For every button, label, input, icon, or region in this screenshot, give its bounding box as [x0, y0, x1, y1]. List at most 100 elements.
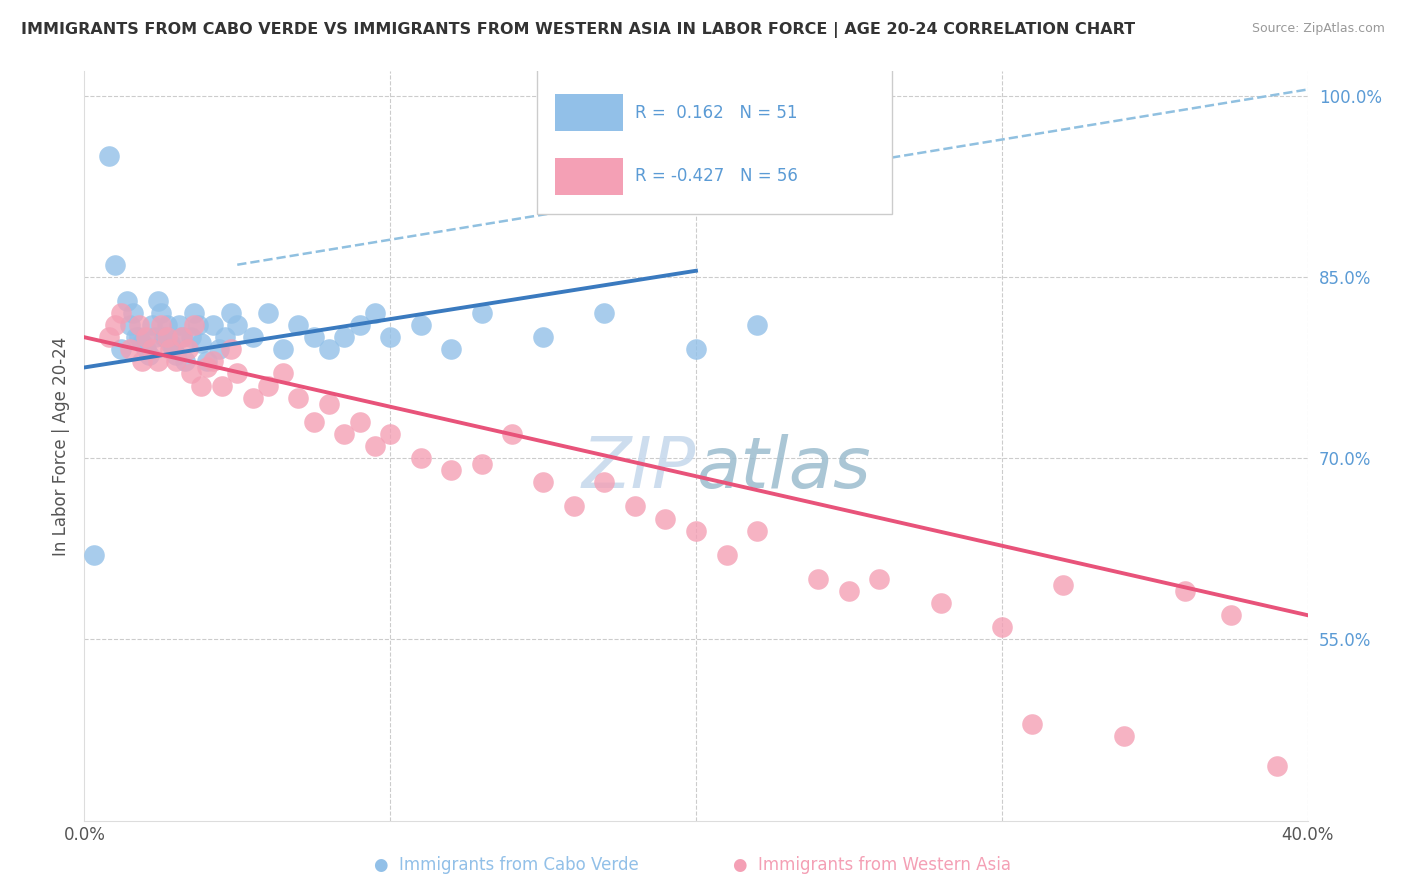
- Point: [409, 318, 432, 333]
- Text: atlas: atlas: [696, 434, 870, 503]
- Point: [869, 572, 891, 586]
- Point: [471, 306, 494, 320]
- Point: [440, 343, 463, 357]
- Point: [257, 306, 280, 320]
- Point: [257, 378, 280, 392]
- Point: [624, 500, 647, 514]
- Point: [685, 343, 707, 357]
- Point: [991, 620, 1014, 634]
- Point: [287, 391, 309, 405]
- Point: [1174, 584, 1197, 599]
- Point: [1052, 578, 1074, 592]
- Point: [135, 343, 157, 357]
- Point: [156, 318, 179, 333]
- Point: [201, 354, 224, 368]
- Point: [271, 367, 294, 381]
- Point: [83, 548, 105, 562]
- Point: [929, 596, 952, 610]
- Point: [165, 348, 187, 362]
- Point: [183, 318, 205, 333]
- Point: [120, 318, 142, 333]
- Point: [219, 306, 242, 320]
- Point: [138, 348, 160, 362]
- Point: [409, 451, 432, 466]
- Point: [380, 426, 402, 441]
- Point: [287, 318, 309, 333]
- Point: [211, 378, 233, 392]
- Point: [190, 336, 212, 351]
- Text: R =  0.162   N = 51: R = 0.162 N = 51: [636, 103, 797, 121]
- Point: [593, 475, 616, 490]
- Point: [174, 354, 197, 368]
- Text: ●  Immigrants from Cabo Verde: ● Immigrants from Cabo Verde: [374, 855, 638, 873]
- FancyBboxPatch shape: [555, 158, 623, 195]
- Point: [562, 500, 585, 514]
- Point: [716, 548, 738, 562]
- Point: [135, 330, 157, 344]
- Point: [440, 463, 463, 477]
- FancyBboxPatch shape: [555, 94, 623, 131]
- Point: [172, 330, 194, 344]
- Point: [177, 343, 200, 357]
- Point: [110, 306, 132, 320]
- Point: [97, 330, 120, 344]
- Point: [190, 378, 212, 392]
- Point: [128, 330, 150, 344]
- Point: [747, 524, 769, 538]
- Point: [349, 415, 371, 429]
- Point: [1265, 759, 1288, 773]
- Point: [122, 306, 145, 320]
- Point: [97, 149, 120, 163]
- Point: [364, 439, 387, 453]
- Point: [156, 330, 179, 344]
- Point: [242, 391, 264, 405]
- Point: [180, 330, 202, 344]
- Point: [531, 475, 554, 490]
- Point: [1021, 717, 1043, 731]
- Point: [747, 318, 769, 333]
- Point: [131, 336, 153, 351]
- Point: [807, 572, 830, 586]
- Point: [180, 367, 202, 381]
- Point: [141, 318, 163, 333]
- Point: [333, 426, 356, 441]
- Point: [143, 330, 166, 344]
- Point: [219, 343, 242, 357]
- Point: [115, 293, 138, 308]
- Point: [226, 318, 249, 333]
- Point: [162, 343, 184, 357]
- Point: [1220, 608, 1243, 623]
- Point: [1114, 729, 1136, 743]
- FancyBboxPatch shape: [537, 49, 891, 214]
- Point: [471, 457, 494, 471]
- Point: [167, 318, 190, 333]
- Point: [186, 318, 208, 333]
- Text: Source: ZipAtlas.com: Source: ZipAtlas.com: [1251, 22, 1385, 36]
- Point: [165, 354, 187, 368]
- Point: [502, 426, 524, 441]
- Point: [120, 343, 142, 357]
- Point: [318, 343, 340, 357]
- Point: [333, 330, 356, 344]
- Point: [146, 354, 169, 368]
- Point: [195, 360, 218, 375]
- Point: [201, 318, 224, 333]
- Point: [654, 511, 676, 525]
- Point: [131, 354, 153, 368]
- Point: [380, 330, 402, 344]
- Text: ●  Immigrants from Western Asia: ● Immigrants from Western Asia: [733, 855, 1011, 873]
- Point: [146, 293, 169, 308]
- Point: [593, 306, 616, 320]
- Point: [208, 343, 231, 357]
- Point: [685, 524, 707, 538]
- Point: [149, 306, 172, 320]
- Point: [125, 330, 148, 344]
- Point: [172, 330, 194, 344]
- Point: [838, 584, 860, 599]
- Point: [302, 415, 325, 429]
- Point: [302, 330, 325, 344]
- Point: [104, 318, 127, 333]
- Point: [110, 343, 132, 357]
- Text: IMMIGRANTS FROM CABO VERDE VS IMMIGRANTS FROM WESTERN ASIA IN LABOR FORCE | AGE : IMMIGRANTS FROM CABO VERDE VS IMMIGRANTS…: [21, 22, 1135, 38]
- Point: [149, 318, 172, 333]
